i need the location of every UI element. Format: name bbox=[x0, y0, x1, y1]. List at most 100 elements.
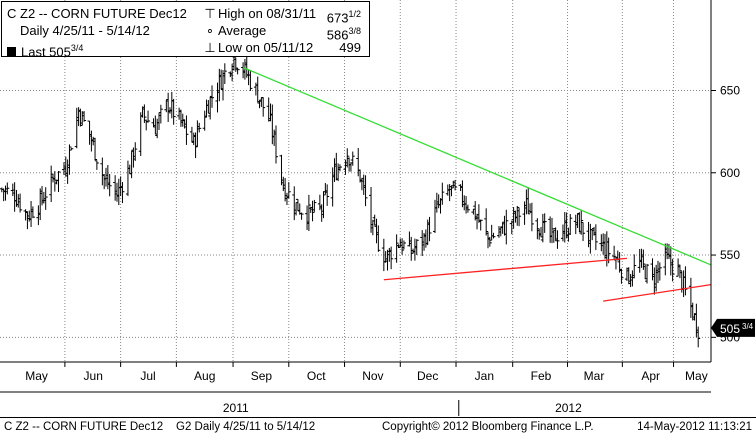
trendline-support-1 bbox=[383, 257, 627, 281]
price-bar bbox=[30, 206, 35, 219]
legend-low: ⊥ Low on 05/11/12 bbox=[202, 40, 313, 56]
price-bar bbox=[401, 240, 406, 250]
price-bar bbox=[612, 245, 617, 260]
price-bar bbox=[306, 194, 311, 231]
price-bar bbox=[526, 187, 531, 215]
price-bar bbox=[542, 213, 547, 233]
price-bar bbox=[581, 221, 586, 242]
price-bar bbox=[94, 160, 99, 170]
price-bar bbox=[67, 144, 72, 175]
chart-legend: C Z2 -- CORN FUTURE Dec12 Daily 4/25/11 … bbox=[1, 1, 370, 60]
legend-avg-label: Average bbox=[218, 23, 267, 38]
footer-timestamp: 14-May-2012 11:13:21 bbox=[637, 421, 752, 433]
month-label-1: Jun bbox=[84, 369, 103, 383]
legend-avg-frac: 3/8 bbox=[348, 26, 361, 36]
price-bar bbox=[82, 111, 87, 122]
price-bar bbox=[184, 115, 189, 145]
price-bar bbox=[400, 238, 405, 255]
price-bar bbox=[235, 68, 240, 75]
price-bar bbox=[197, 122, 202, 133]
price-bar bbox=[158, 104, 163, 124]
legend-low-value: 499 bbox=[339, 40, 361, 55]
average-marker-icon: ∘ bbox=[205, 23, 215, 38]
legend-low-label: Low on 05/11/12 bbox=[218, 40, 314, 55]
price-bar bbox=[107, 174, 112, 197]
footer-info: G2 Daily 4/25/11 to 5/14/12 bbox=[176, 421, 316, 433]
y-tick-label-600: 600 bbox=[720, 166, 740, 180]
month-label-12: May bbox=[685, 369, 708, 383]
price-bar bbox=[465, 204, 470, 213]
footer-ticker: C Z2 -- CORN FUTURE Dec12 bbox=[4, 421, 164, 433]
price-bar bbox=[312, 199, 317, 212]
legend-high: ⊤ High on 08/31/11 bbox=[202, 6, 316, 22]
price-bar bbox=[310, 200, 315, 222]
price-bar bbox=[484, 208, 489, 236]
price-bar bbox=[120, 182, 125, 204]
trendline-downtrend-0 bbox=[242, 66, 712, 266]
year-label-2012: 2012 bbox=[555, 401, 582, 415]
trendline-support-2 bbox=[603, 284, 712, 302]
price-bar bbox=[632, 254, 637, 279]
price-bar bbox=[286, 182, 291, 199]
legend-high-label: High on 08/31/11 bbox=[218, 6, 317, 21]
price-bar bbox=[337, 164, 342, 172]
price-bar bbox=[619, 268, 624, 284]
price-bar bbox=[677, 264, 682, 279]
legend-high-value-wrap: 6731/2 bbox=[327, 6, 361, 26]
month-label-0: May bbox=[25, 369, 48, 383]
price-bars bbox=[0, 55, 701, 348]
month-label-10: Mar bbox=[584, 369, 605, 383]
price-bar bbox=[478, 219, 483, 231]
price-bar bbox=[414, 239, 419, 255]
price-bar bbox=[138, 112, 143, 157]
status-footer: C Z2 -- CORN FUTURE Dec12 G2 Daily 4/25/… bbox=[0, 417, 756, 437]
price-bar bbox=[529, 202, 534, 232]
price-bar bbox=[535, 218, 540, 240]
price-bar bbox=[321, 191, 326, 219]
price-bar bbox=[504, 209, 509, 245]
price-bar bbox=[222, 63, 227, 85]
price-bar bbox=[394, 234, 399, 263]
price-bar bbox=[5, 182, 10, 195]
y-tick-label-650: 650 bbox=[720, 84, 740, 98]
legend-high-value: 673 bbox=[326, 10, 349, 26]
high-marker-icon: ⊤ bbox=[204, 6, 216, 21]
price-bar bbox=[593, 224, 598, 251]
last-price-marker: 505 3/4 bbox=[711, 318, 755, 337]
price-bar bbox=[69, 147, 74, 151]
price-bar bbox=[440, 182, 445, 205]
price-bar bbox=[363, 175, 368, 207]
low-marker-icon: ⊥ bbox=[204, 40, 216, 55]
price-bar bbox=[645, 263, 650, 284]
price-bar bbox=[517, 207, 522, 227]
price-bar bbox=[389, 246, 394, 270]
price-bar bbox=[93, 137, 98, 161]
legend-title: C Z2 -- CORN FUTURE Dec12 bbox=[7, 6, 187, 21]
month-label-7: Dec bbox=[417, 369, 438, 383]
month-label-8: Jan bbox=[475, 369, 494, 383]
price-bar bbox=[193, 132, 198, 159]
price-bar bbox=[670, 258, 675, 282]
legend-last-frac: 3/4 bbox=[70, 43, 84, 53]
price-bar bbox=[248, 70, 253, 91]
last-swatch-icon bbox=[7, 47, 16, 57]
price-bar bbox=[56, 170, 61, 192]
month-label-3: Aug bbox=[194, 369, 215, 383]
price-bar bbox=[43, 187, 48, 210]
price-bar bbox=[350, 151, 355, 166]
price-bar bbox=[555, 230, 560, 249]
year-label-2011: 2011 bbox=[223, 401, 249, 415]
legend-last: Last 5053/4 bbox=[7, 40, 83, 60]
price-bar bbox=[657, 262, 662, 281]
legend-average: ∘ Average bbox=[202, 23, 266, 39]
legend-period: Daily 4/25/11 - 5/14/12 bbox=[20, 23, 150, 38]
price-bar bbox=[18, 193, 23, 213]
trendlines bbox=[242, 66, 712, 302]
month-label-9: Feb bbox=[531, 369, 552, 383]
price-bar bbox=[487, 236, 492, 247]
price-bar bbox=[345, 148, 350, 168]
y-tick-label-550: 550 bbox=[720, 248, 740, 262]
price-bar bbox=[49, 165, 54, 203]
price-bar bbox=[133, 142, 138, 161]
